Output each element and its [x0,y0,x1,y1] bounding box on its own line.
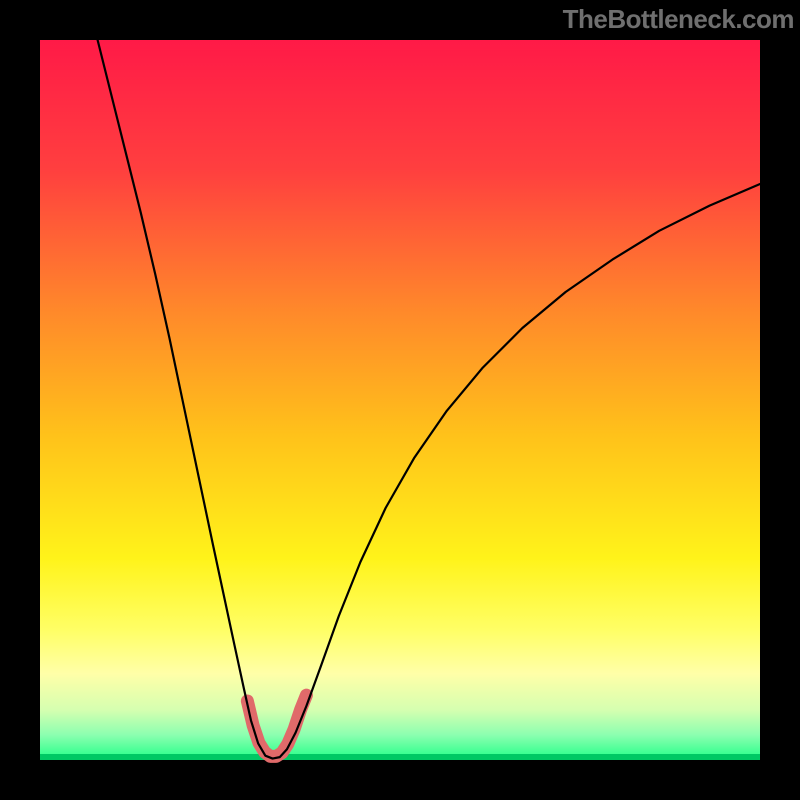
bottleneck-chart [0,0,800,800]
plot-background [40,40,760,760]
watermark-text: TheBottleneck.com [563,4,794,35]
bottom-green-band [40,754,760,760]
figure-root: TheBottleneck.com [0,0,800,800]
